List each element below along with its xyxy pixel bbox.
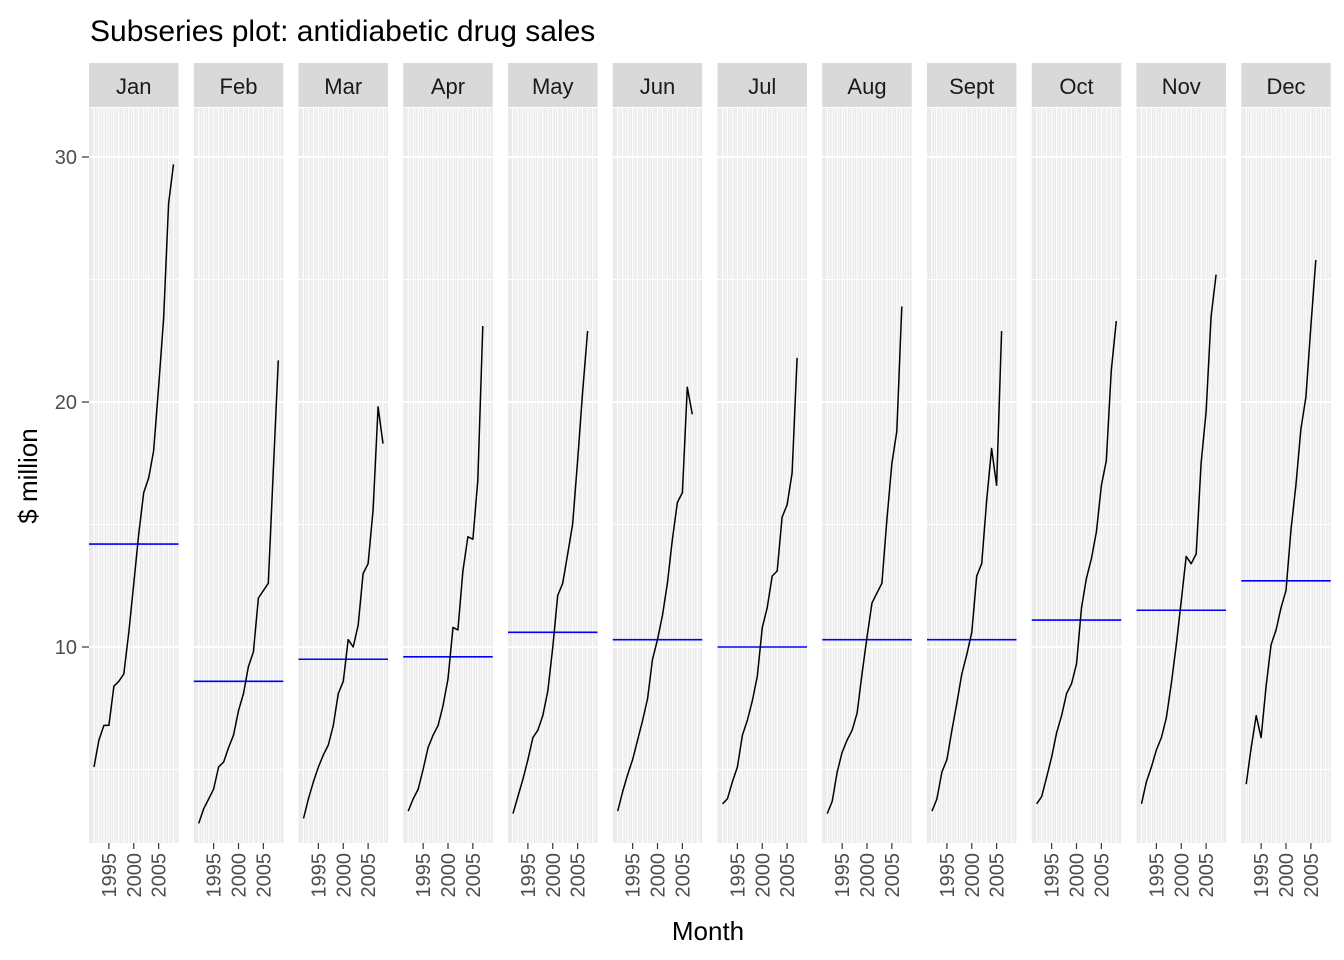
x-axis-title: Month: [672, 916, 744, 946]
panel-may: May 1995 2000 2005: [508, 63, 598, 898]
strip-label: May: [532, 74, 574, 99]
strip-label: Jan: [116, 74, 151, 99]
series-line: [826, 306, 903, 814]
strip-label: Feb: [220, 74, 258, 99]
series-line: [1245, 259, 1317, 785]
x-tick-label: 2005: [358, 853, 380, 898]
strip-label: Apr: [431, 74, 465, 99]
series-line: [931, 330, 1003, 812]
strip-label: Oct: [1059, 74, 1093, 99]
x-tick-label: 2000: [648, 853, 670, 898]
panel-jan: Jan 1995 2000 2005: [89, 63, 179, 898]
y-tick-label: 30: [55, 147, 77, 169]
strip-label: Jul: [748, 74, 776, 99]
strip-label: Mar: [324, 74, 362, 99]
series-line: [407, 325, 484, 812]
x-tick-label: 1995: [1146, 853, 1168, 898]
x-tick-label: 1995: [937, 853, 959, 898]
panel-feb: Feb 1995 2000 2005: [193, 63, 284, 898]
x-tick-label: 2005: [672, 853, 694, 898]
y-tick-label: 20: [55, 392, 77, 414]
x-tick-label: 2000: [857, 853, 879, 898]
x-tick-label: 2005: [987, 853, 1009, 898]
strip-background: [508, 63, 598, 107]
series-line: [512, 330, 589, 814]
x-tick-label: 2000: [962, 853, 984, 898]
strip-background: [1241, 63, 1331, 107]
x-tick-label: 1995: [832, 853, 854, 898]
strip-label: Dec: [1266, 74, 1305, 99]
strip-background: [822, 63, 912, 107]
x-tick-label: 2000: [752, 853, 774, 898]
panel-dec: Dec 1995 2000 2005: [1241, 63, 1331, 898]
strip-background: [89, 63, 179, 107]
x-tick-label: 2005: [777, 853, 799, 898]
strip-label: Jun: [640, 74, 675, 99]
x-tick-label: 1995: [204, 853, 226, 898]
strip-label: Sept: [949, 74, 994, 99]
x-tick-label: 2005: [1196, 853, 1218, 898]
series-line: [1140, 274, 1217, 804]
strip-background: [1031, 63, 1122, 107]
chart-title: Subseries plot: antidiabetic drug sales: [90, 15, 595, 48]
series-line: [93, 164, 175, 768]
x-tick-label: 2005: [253, 853, 275, 898]
strip-background: [1136, 63, 1226, 107]
panel-mar: Mar 1995 2000 2005: [298, 63, 388, 898]
x-tick-label: 2005: [882, 853, 904, 898]
panel-aug: Aug 1995 2000 2005: [822, 63, 912, 898]
x-tick-label: 2005: [149, 853, 171, 898]
panel-jul: Jul 1995 2000 2005: [717, 63, 807, 898]
x-tick-label: 2000: [229, 853, 251, 898]
panel-apr: Apr 1995 2000 2005: [403, 63, 493, 898]
x-tick-label: 2000: [543, 853, 565, 898]
strip-background: [927, 63, 1017, 107]
series-line: [197, 360, 280, 824]
x-tick-label: 2000: [438, 853, 460, 898]
x-tick-label: 2000: [1171, 853, 1193, 898]
x-tick-label: 1995: [727, 853, 749, 898]
series-line: [302, 406, 384, 819]
x-tick-label: 2000: [1276, 853, 1298, 898]
strip-background: [403, 63, 493, 107]
strip-background: [298, 63, 388, 107]
x-tick-label: 1995: [1251, 853, 1273, 898]
x-tick-label: 2005: [463, 853, 485, 898]
y-axis: 10 20 30: [55, 147, 89, 659]
panel-nov: Nov 1995 2000 2005: [1136, 63, 1226, 898]
x-tick-label: 2005: [1301, 853, 1323, 898]
series-line: [616, 386, 694, 812]
x-tick-label: 2005: [1091, 853, 1113, 898]
x-tick-label: 1995: [623, 853, 645, 898]
x-tick-label: 1995: [1042, 853, 1064, 898]
series-line: [721, 357, 798, 805]
strip-label: Aug: [847, 74, 886, 99]
strip-background: [717, 63, 807, 107]
x-tick-label: 2000: [1067, 853, 1089, 898]
x-tick-label: 2000: [124, 853, 146, 898]
x-tick-label: 1995: [413, 853, 435, 898]
x-tick-label: 2005: [568, 853, 590, 898]
y-axis-title: $ million: [13, 428, 43, 523]
panel-sept: Sept 1995 2000 2005: [927, 63, 1017, 898]
series-line: [1036, 321, 1118, 805]
strip-background: [612, 63, 703, 107]
panel-oct: Oct 1995 2000 2005: [1031, 63, 1122, 898]
x-tick-label: 1995: [308, 853, 330, 898]
x-tick-label: 1995: [99, 853, 121, 898]
panel-jun: Jun 1995 2000 2005: [612, 63, 703, 898]
x-tick-label: 2000: [333, 853, 355, 898]
y-tick-label: 10: [55, 637, 77, 659]
strip-background: [193, 63, 284, 107]
strip-label: Nov: [1162, 74, 1201, 99]
x-tick-label: 1995: [518, 853, 540, 898]
